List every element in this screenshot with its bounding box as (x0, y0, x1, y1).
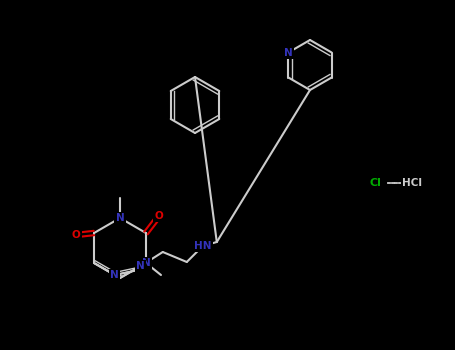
Text: N: N (142, 258, 150, 268)
Text: N: N (111, 270, 119, 280)
Text: O: O (155, 211, 163, 221)
Text: O: O (71, 230, 81, 240)
Text: N: N (116, 213, 124, 223)
Text: N: N (284, 48, 293, 57)
Text: Cl: Cl (369, 178, 381, 188)
Text: HCl: HCl (402, 178, 422, 188)
Text: N: N (136, 261, 145, 271)
Text: HN: HN (194, 241, 212, 251)
